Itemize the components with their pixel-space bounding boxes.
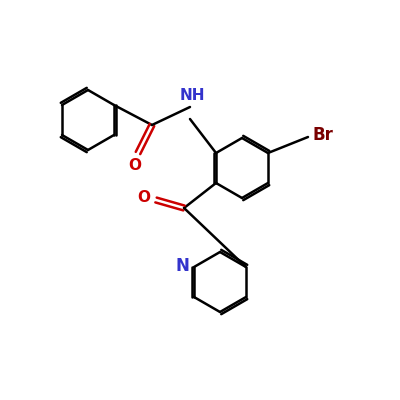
Text: Br: Br [313, 126, 334, 144]
Text: NH: NH [179, 88, 205, 102]
Text: O: O [138, 190, 150, 204]
Text: O: O [128, 158, 142, 172]
Text: N: N [175, 257, 189, 275]
